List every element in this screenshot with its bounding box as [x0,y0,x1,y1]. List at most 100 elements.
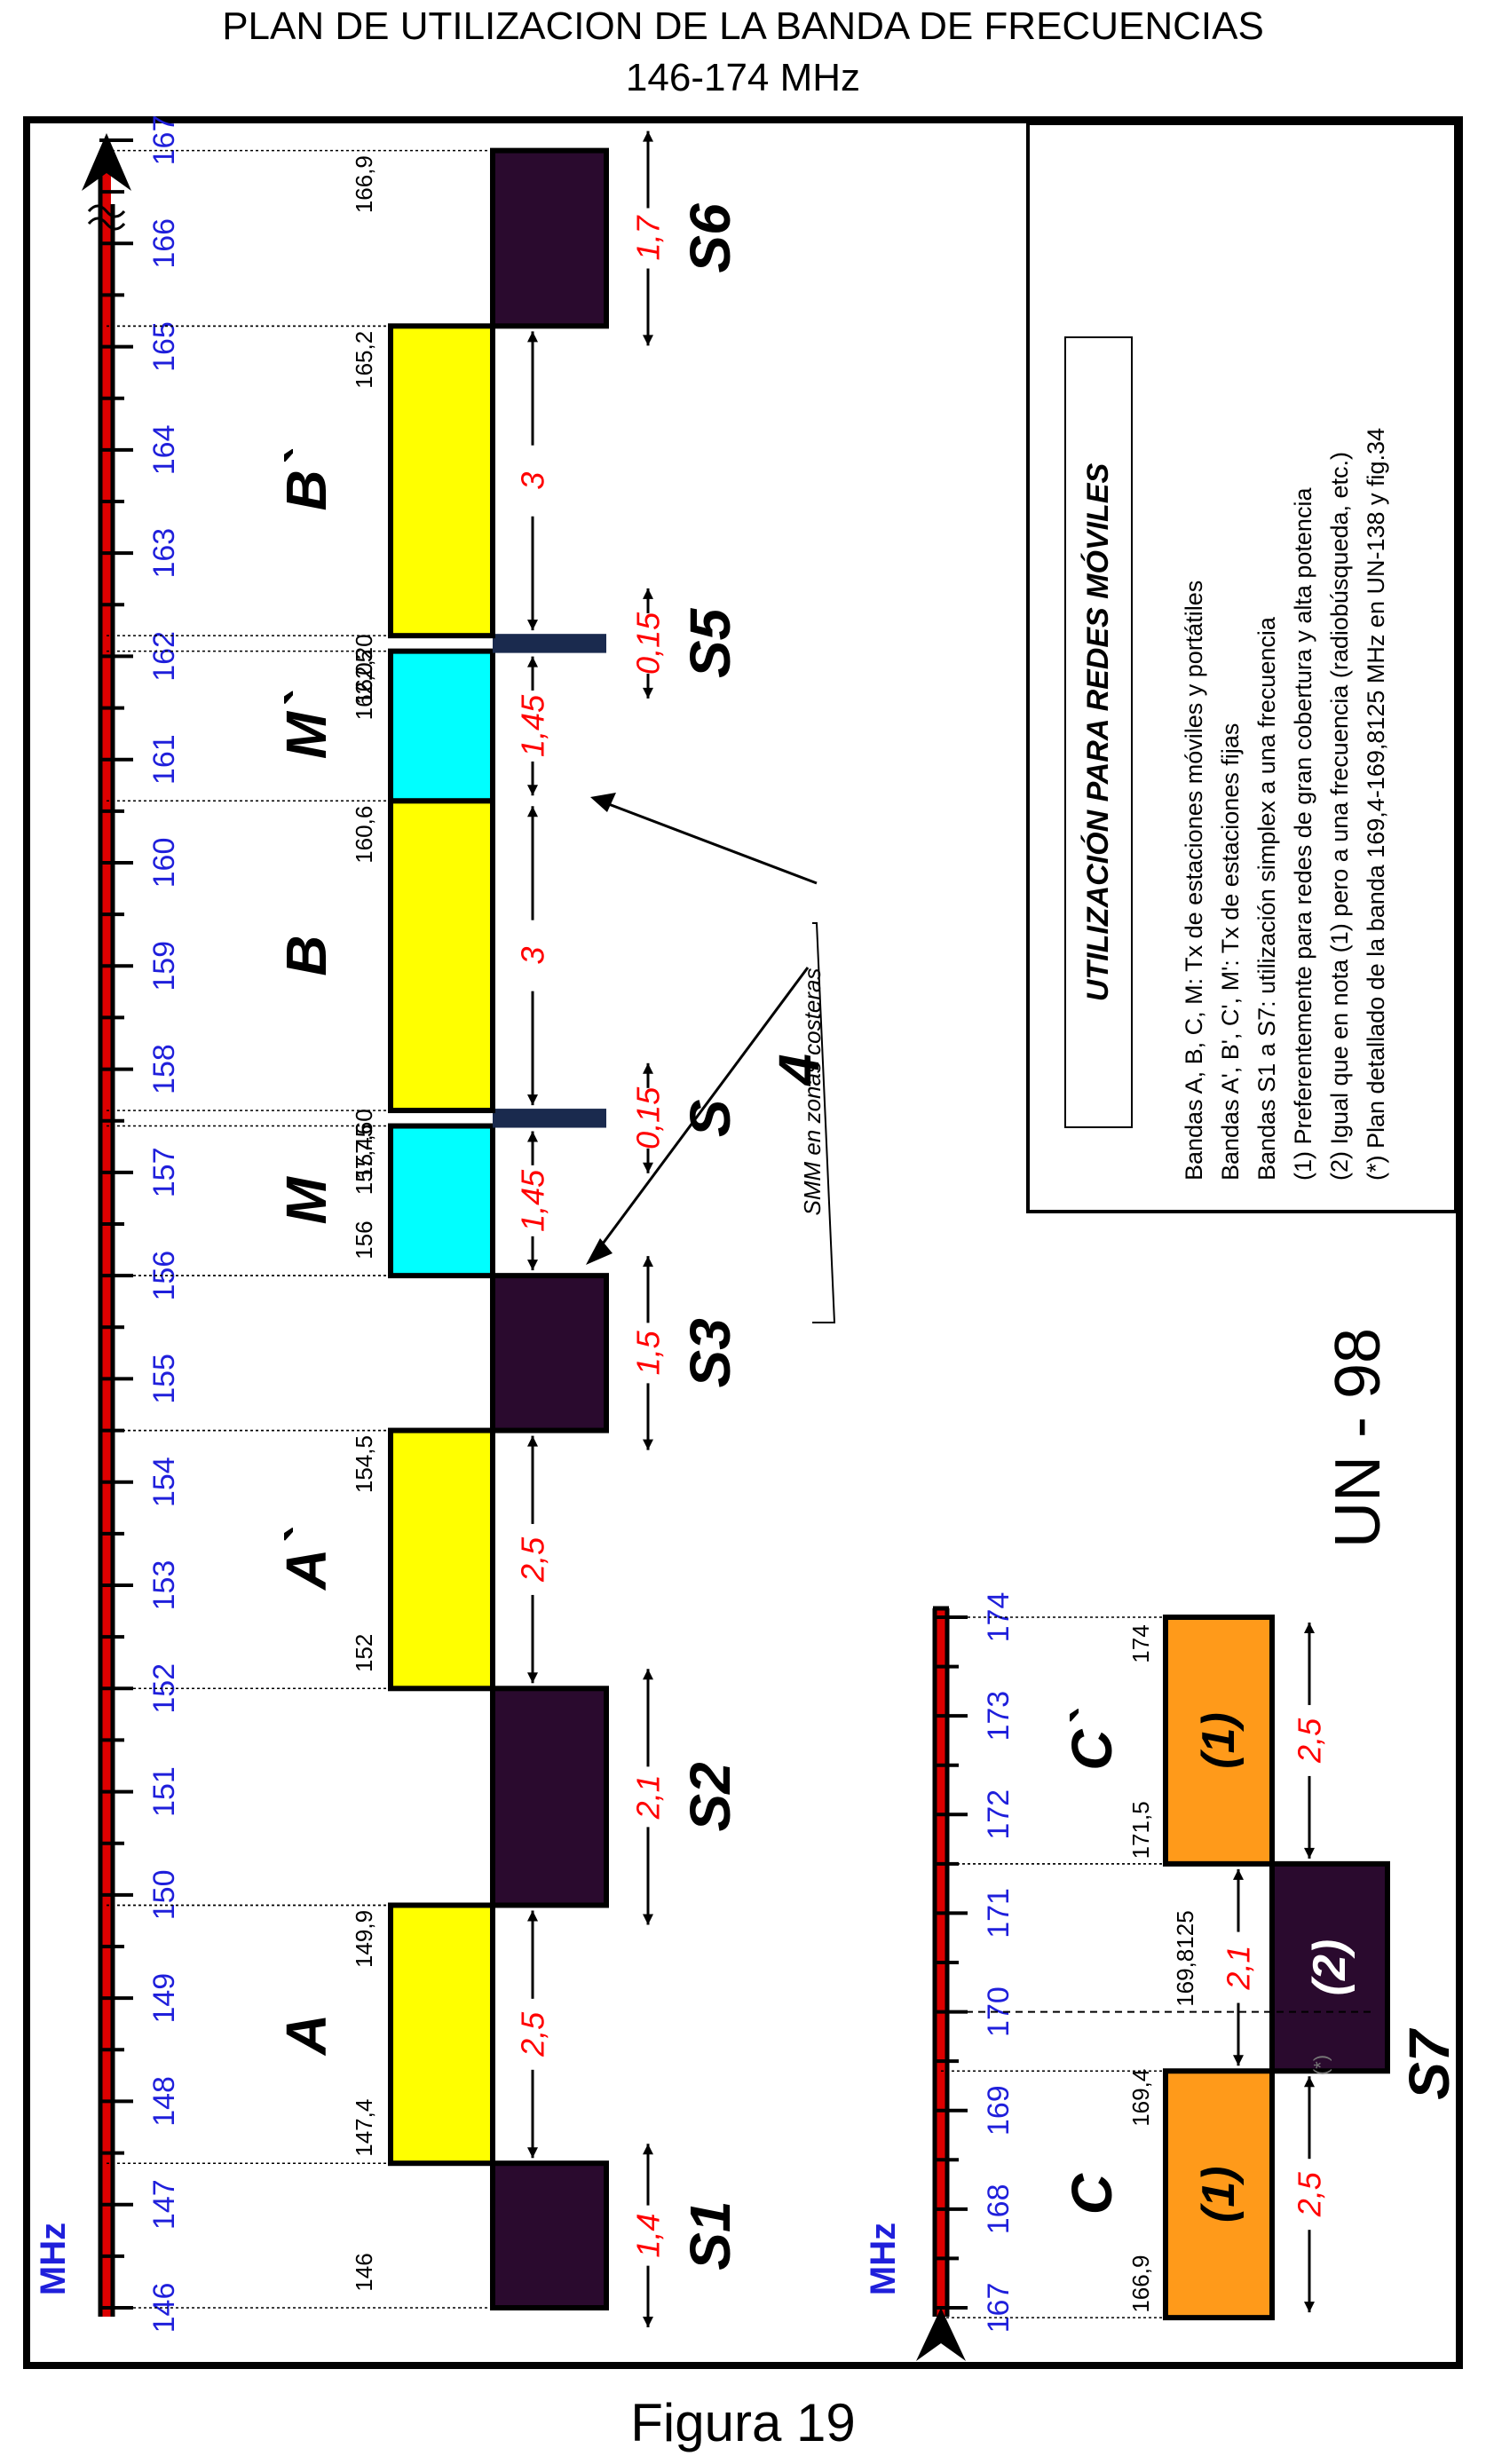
sub-band-width-value: 2,5 [1292,2171,1328,2217]
band-width-arrow-head-bottom [527,2147,538,2159]
band-edge-label: 160,6 [351,806,377,864]
band-edge-label: 165,2 [351,331,377,389]
band-width-arrow-head [643,130,653,142]
value-backdrop [515,1165,550,1236]
band-width-value: 1,4 [630,2214,667,2258]
sub-tick-label: 170 [982,1986,1016,2037]
sub-band-width-arrow-head-bottom [1304,2302,1315,2313]
value-backdrop [1292,2159,1327,2231]
band-width-arrow-head-bottom [527,1094,538,1106]
value-backdrop [515,920,550,991]
band-label-A: A [274,2014,338,2057]
legend-title: UTILIZACIÓN PARA REDES MÓVILES [1081,463,1115,1002]
band-width-value: 1,45 [515,694,551,757]
band-label-M2: M` [274,691,338,759]
band-S2 [490,1686,609,1908]
band-S6 [490,147,609,329]
band-label-S1: S1 [678,2200,742,2270]
main-tick-label: 162 [147,631,181,682]
legend-line: (2) Igual que en nota (1) pero a una fre… [1326,452,1353,1181]
figure-caption: Figura 19 [630,2393,856,2452]
band-A [388,1902,495,2167]
sub-band-label-S7: S7 [1397,2027,1461,2100]
main-tick-label: 163 [147,528,181,579]
value-backdrop [515,445,550,517]
legend-title-box [1064,336,1133,1128]
band-width-arrow-head-bottom [527,1260,538,1271]
band-width-arrow-head [643,2317,653,2327]
band-width-value: 0,15 [630,1086,667,1149]
legend-line: (1) Preferentemente para redes de gran c… [1290,487,1316,1181]
band-label-B2: B` [274,448,338,510]
main-tick-label: 152 [147,1663,181,1714]
sub-band-width-value: 2,5 [1292,1718,1328,1764]
main-tick-label: 156 [147,1251,181,1301]
main-tick-label: 157 [147,1147,181,1197]
sub-band-width-arrow-head-bottom [1304,1847,1315,1859]
main-tick-label: 148 [147,2076,181,2127]
band-B [388,798,495,1114]
band-width-arrow-head-top [527,806,538,817]
legend-box [1026,122,1458,1213]
smm-pointer-head [590,793,616,812]
main-tick-label: 151 [147,1766,181,1817]
band-width-value: 1,45 [515,1169,551,1232]
page-subtitle: 146-174 MHz [625,56,861,99]
band-edge-label: 156 [351,1220,377,1259]
band-width-arrow-head [643,1669,653,1680]
sub-band-edge-label: 166,9 [1127,2255,1154,2313]
legend-line: Bandas A', B', C', M': Tx de estaciones … [1217,723,1244,1181]
sub-tick-label: 171 [982,1888,1016,1939]
sub-unit-label: MHz [864,2223,903,2295]
main-tick-label: 147 [147,2179,181,2230]
legend-line: Bandas S1 a S7: utilización simplex a un… [1253,616,1280,1181]
value-backdrop [515,690,550,762]
band-B2 [388,323,495,639]
sub-band-label-C2: C` [1060,1708,1124,1770]
sub-axis-arrow-icon [916,2308,966,2361]
band-width-value: 2,5 [515,1536,551,1583]
smm-pointer-head [586,1238,613,1265]
sub-band-note: (1) [1193,1712,1245,1769]
smm-pointer-2 [594,797,818,885]
band-edge-label: 162,20 [351,634,377,705]
band-width-arrow-head [643,2144,653,2155]
band-label-A2: A` [274,1527,338,1591]
value-backdrop [515,1523,550,1595]
sub-band-edge-label: 169,8125 [1172,1910,1198,2006]
main-tick-label: 154 [147,1457,181,1507]
main-tick-label: 160 [147,838,181,888]
band-S [493,1109,606,1128]
band-width-value: 1,5 [630,1330,667,1375]
band-edge-label: 146 [351,2253,377,2291]
smm-pointer-1 [589,967,810,1261]
main-tick-label: 159 [147,941,181,991]
page-title: PLAN DE UTILIZACION DE LA BANDA DE FRECU… [222,4,1264,48]
code-label: UN - 98 [1323,1328,1394,1548]
band-edge-label: 157,60 [351,1109,377,1180]
main-tick-label: 150 [147,1869,181,1920]
band-width-value: 2,5 [515,2011,551,2057]
sub-band-label-C: C [1060,2173,1124,2215]
band-label-S2: S2 [678,1762,742,1831]
band-width-arrow-head-bottom [527,785,538,796]
band-width-arrow-head-bottom [527,1672,538,1684]
sub-band-edge-label: 174 [1127,1624,1154,1662]
main-tick-label: 158 [147,1044,181,1094]
axis-break-icon [87,204,126,231]
band-label-S: S [678,1099,742,1137]
main-tick-label: 164 [147,424,181,475]
band-M2 [388,648,495,804]
band-width-arrow-head [643,335,653,346]
sub-band-S7 [1269,1860,1390,2074]
band-label-B: B [274,936,338,976]
sub-tick-label: 173 [982,1691,1016,1741]
main-rail-red [102,151,111,2317]
band-edge-label: 147,4 [351,2099,377,2157]
band-edge-label: 154,5 [351,1435,377,1493]
sub-tick-label: 169 [982,2085,1016,2136]
band-edge-label: 162,05 [351,650,377,721]
sub-band-width-arrow-head-top [1233,1868,1244,1880]
sub-band-edge-label: 171,5 [1127,1801,1154,1859]
